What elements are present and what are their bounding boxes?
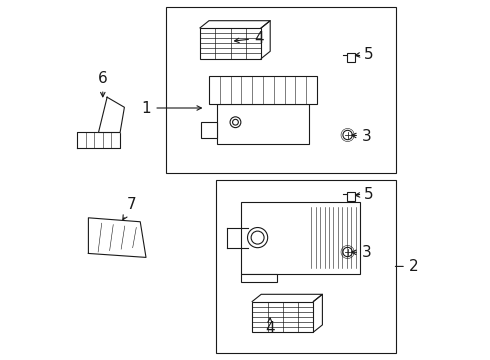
Text: 3: 3 bbox=[352, 245, 372, 260]
Bar bbox=[252, 302, 314, 332]
Text: 6: 6 bbox=[98, 71, 108, 97]
Bar bbox=[242, 202, 360, 274]
Bar bbox=[347, 192, 355, 201]
Bar bbox=[200, 28, 261, 59]
Bar bbox=[216, 180, 396, 353]
Text: 4: 4 bbox=[235, 31, 264, 46]
Text: 5: 5 bbox=[355, 187, 373, 202]
Bar bbox=[217, 104, 309, 144]
Bar bbox=[209, 76, 317, 104]
Text: 3: 3 bbox=[352, 129, 372, 144]
Bar bbox=[242, 274, 277, 282]
Polygon shape bbox=[98, 97, 124, 132]
Text: 1: 1 bbox=[142, 100, 201, 116]
Bar bbox=[347, 53, 355, 62]
Bar bbox=[166, 7, 396, 173]
Bar bbox=[201, 122, 217, 138]
Polygon shape bbox=[88, 218, 146, 257]
Polygon shape bbox=[77, 132, 120, 148]
Text: 5: 5 bbox=[355, 46, 373, 62]
Text: 2: 2 bbox=[395, 259, 418, 274]
Text: 7: 7 bbox=[123, 197, 136, 220]
Text: 4: 4 bbox=[265, 318, 274, 336]
